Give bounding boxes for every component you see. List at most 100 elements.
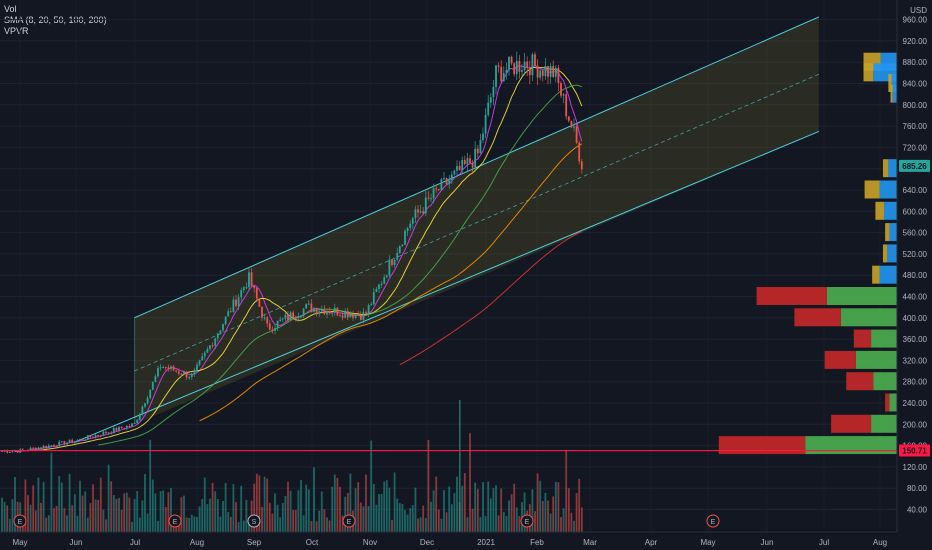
volume-bar xyxy=(411,505,414,532)
y-tick-label: 800.00 xyxy=(903,101,928,110)
candle-body xyxy=(274,327,276,331)
candle-body xyxy=(1,450,3,452)
candle-body xyxy=(149,389,152,398)
volume-bar xyxy=(469,433,471,532)
legend-vpvr[interactable]: VPVR xyxy=(4,26,29,36)
volume-bar xyxy=(500,488,503,532)
candle-body xyxy=(406,227,409,231)
candle-body xyxy=(422,211,425,214)
candle-body xyxy=(487,102,490,115)
volume-bar xyxy=(310,521,313,532)
event-marker-icon[interactable] xyxy=(247,514,261,528)
candle-body xyxy=(209,345,211,350)
volume-bar xyxy=(575,493,578,532)
volume-bar xyxy=(565,450,568,532)
event-marker-icon[interactable] xyxy=(706,514,720,528)
volume-bar xyxy=(206,504,209,532)
volume-bar xyxy=(443,490,445,532)
candle-body xyxy=(177,371,180,374)
candle-body xyxy=(443,178,445,180)
candle-body xyxy=(440,179,443,191)
candle-body xyxy=(253,285,256,289)
volume-bar xyxy=(50,452,53,532)
candle-body xyxy=(484,114,487,134)
volume-bar xyxy=(94,499,97,532)
volume-bar xyxy=(297,490,300,532)
volume-bar xyxy=(489,498,492,532)
volume-bar xyxy=(185,517,188,532)
volume-bar xyxy=(346,492,349,532)
candle-body xyxy=(235,299,237,306)
event-marker-icon[interactable] xyxy=(13,514,27,528)
candle-body xyxy=(289,312,292,321)
candle-body xyxy=(240,290,243,298)
candle-body xyxy=(6,450,9,453)
legend-vol[interactable]: Vol xyxy=(4,4,17,14)
volume-bar xyxy=(229,516,232,532)
hline-price-tag xyxy=(899,444,930,457)
volume-bar xyxy=(307,489,310,532)
candle-body xyxy=(193,370,196,375)
x-tick-label: Nov xyxy=(363,538,377,547)
candle-body xyxy=(344,311,347,318)
candle-body xyxy=(518,60,521,72)
volume-bar xyxy=(401,503,404,532)
volume-bar xyxy=(365,474,367,532)
candle-body xyxy=(479,139,482,154)
volume-bar xyxy=(578,478,581,532)
candle-body xyxy=(575,126,578,143)
volume-profile-up xyxy=(805,436,897,455)
volume-bar xyxy=(448,486,451,532)
volume-profile-up xyxy=(884,201,897,220)
candle-body xyxy=(515,60,518,75)
volume-bar xyxy=(84,491,87,532)
x-tick-label: Aug xyxy=(190,538,204,547)
candle-body xyxy=(216,333,219,339)
candle-body xyxy=(170,366,172,369)
volume-profile-down xyxy=(872,265,880,284)
currency-label: USD xyxy=(910,6,927,15)
candle-body xyxy=(245,287,248,289)
candle-body xyxy=(45,445,48,448)
event-marker-icon[interactable] xyxy=(168,514,182,528)
candle-body xyxy=(136,420,139,424)
candle-body xyxy=(110,432,113,434)
candle-body xyxy=(60,441,63,443)
candle-body xyxy=(432,188,435,199)
volume-bar xyxy=(32,485,35,532)
candle-body xyxy=(419,211,422,213)
x-tick-label: Oct xyxy=(306,538,319,547)
volume-bar xyxy=(391,519,393,532)
volume-bar xyxy=(76,515,79,532)
event-marker-icon[interactable] xyxy=(520,514,534,528)
volume-bar xyxy=(422,505,425,532)
volume-bar xyxy=(255,473,258,532)
candle-body xyxy=(29,447,32,451)
candle-body xyxy=(89,435,92,438)
candle-body xyxy=(565,94,568,117)
volume-bar xyxy=(68,473,71,532)
candle-body xyxy=(489,97,492,103)
event-marker-label: S xyxy=(252,519,257,526)
event-marker-icon[interactable] xyxy=(342,514,356,528)
candle-body xyxy=(84,439,87,441)
volume-bar xyxy=(29,504,32,532)
volume-bar xyxy=(190,514,193,532)
candle-body xyxy=(255,288,258,299)
event-marker-label: E xyxy=(347,519,352,526)
candle-body xyxy=(53,445,55,447)
candle-body xyxy=(560,82,562,96)
y-tick-label: 840.00 xyxy=(903,80,928,89)
volume-bar xyxy=(430,501,432,532)
volume-bar xyxy=(336,477,339,532)
candle-body xyxy=(76,440,79,442)
y-tick-label: 280.00 xyxy=(903,378,928,387)
candle-body xyxy=(391,259,393,265)
candle-body xyxy=(547,66,549,77)
candle-body xyxy=(203,352,206,357)
candle-body xyxy=(328,311,331,314)
y-tick-label: 440.00 xyxy=(903,293,928,302)
volume-bar xyxy=(435,476,438,532)
candle-body xyxy=(138,413,141,421)
